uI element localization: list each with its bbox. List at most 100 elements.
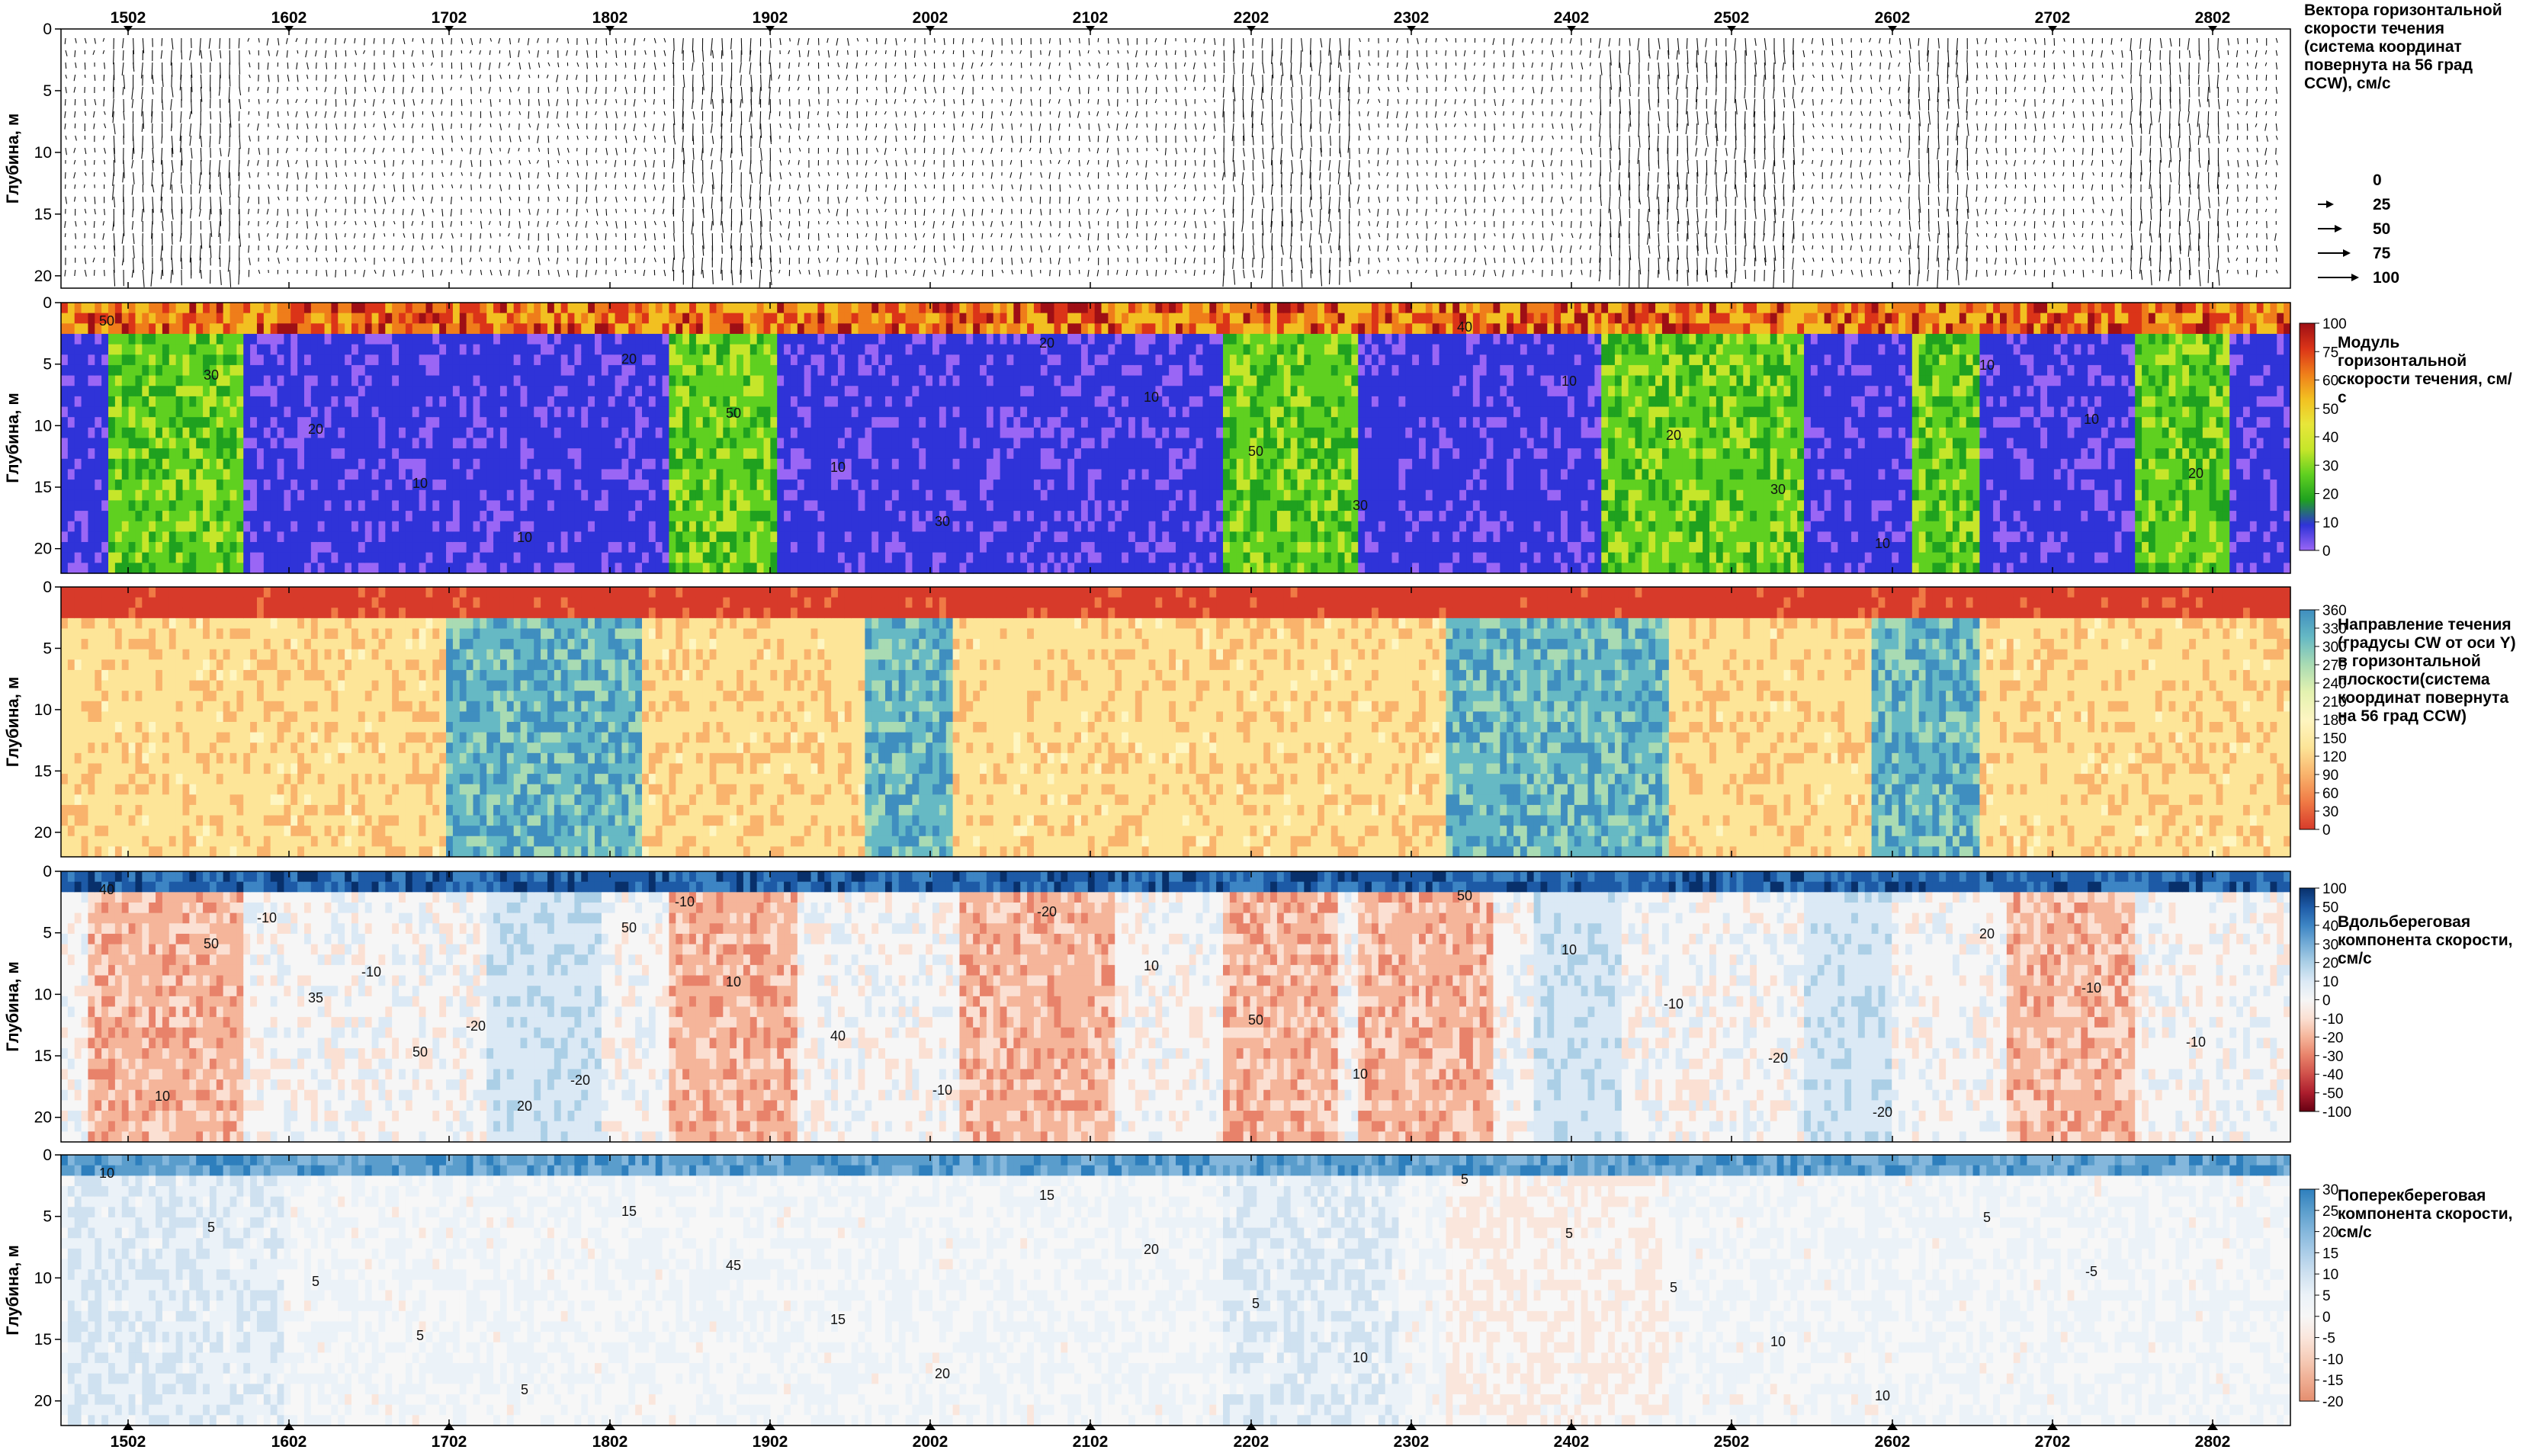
speed-cell — [149, 417, 156, 428]
vector-arrow — [1165, 38, 1166, 45]
vector-arrow — [1890, 233, 1892, 236]
vector-arrow — [1880, 221, 1882, 226]
vector-arrow — [1966, 184, 1967, 197]
vector-arrow — [1012, 258, 1013, 265]
speed-cell — [135, 490, 142, 501]
vector-arrow — [103, 38, 104, 42]
vector-arrow — [75, 38, 77, 43]
vector-arrow — [1599, 270, 1600, 281]
vector-arrow — [1889, 38, 1890, 44]
vector-arrow — [674, 233, 675, 242]
vector-arrow — [258, 111, 259, 116]
vector-arrow — [1494, 160, 1495, 163]
vector-arrow — [683, 209, 684, 222]
speed-cell — [101, 511, 108, 521]
vector-arrow — [1242, 172, 1244, 185]
vector-arrow — [1821, 160, 1822, 167]
vector-arrow — [1967, 111, 1968, 120]
vector-arrow — [798, 160, 799, 165]
vector-arrow — [2159, 160, 2160, 174]
vector-arrow — [1146, 75, 1147, 81]
vector-arrow — [1397, 38, 1398, 43]
vector-arrow — [1387, 148, 1388, 155]
vector-arrow — [1137, 160, 1138, 165]
vector-arrow — [1040, 63, 1041, 66]
vector-arrow — [886, 172, 887, 179]
vector-arrow — [1880, 50, 1882, 56]
vector-arrow — [838, 160, 839, 165]
vector-arrow — [2150, 75, 2151, 83]
vector-arrow — [509, 172, 511, 178]
vector-arrow — [944, 245, 945, 252]
vector-arrow — [2276, 123, 2277, 131]
vector-arrow — [394, 123, 396, 128]
vector-arrow — [2238, 87, 2239, 93]
vector-arrow — [1513, 245, 1514, 250]
vector-arrow — [1533, 111, 1534, 115]
vector-arrow — [2218, 270, 2219, 286]
vector-arrow — [432, 270, 433, 277]
vector-arrow — [2064, 258, 2065, 262]
vector-arrow — [548, 99, 549, 106]
vector-arrow — [1465, 184, 1466, 191]
vector-arrow — [1860, 221, 1861, 225]
vector-arrow — [915, 258, 916, 262]
vector-arrow — [1387, 172, 1388, 176]
speed-cell — [82, 376, 88, 386]
vector-arrow — [847, 123, 848, 128]
vector-arrow — [1475, 172, 1476, 180]
vector-arrow — [461, 136, 463, 140]
vector-arrow — [1725, 184, 1726, 197]
vector-arrow — [1398, 209, 1399, 216]
vector-arrow — [827, 258, 829, 261]
vector-arrow — [973, 50, 974, 54]
speed-cell — [101, 521, 108, 532]
vector-arrow — [1803, 245, 1805, 251]
vector-arrow — [490, 148, 492, 153]
vector-arrow — [587, 99, 589, 104]
vector-arrow — [567, 172, 568, 177]
vector-arrow — [374, 233, 375, 239]
vector-arrow — [740, 99, 742, 107]
vector-arrow — [972, 99, 973, 104]
vector-arrow — [1136, 50, 1138, 57]
vector-arrow — [2064, 63, 2065, 69]
vector-arrow — [857, 136, 858, 140]
vector-arrow — [1995, 233, 1997, 238]
vector-arrow — [1320, 160, 1321, 171]
vector-arrow — [1851, 38, 1852, 43]
vector-arrow — [480, 184, 481, 188]
vector-arrow — [1493, 172, 1494, 178]
speed-cell — [95, 386, 101, 396]
vector-arrow — [1832, 258, 1834, 262]
vector-arrow — [2168, 270, 2170, 281]
vector-arrow — [1388, 270, 1390, 274]
vector-arrow — [1581, 63, 1583, 69]
vector-arrow — [2063, 148, 2064, 152]
vector-arrow — [132, 160, 133, 168]
vector-arrow — [431, 197, 432, 204]
vector-arrow — [935, 87, 936, 93]
speed-cell — [88, 469, 95, 479]
vector-arrow — [1484, 160, 1485, 163]
vector-arrow — [558, 184, 559, 189]
vector-arrow — [1755, 63, 1757, 77]
vector-arrow — [1995, 184, 1996, 188]
speed-cell — [149, 303, 156, 313]
speed-cell — [142, 386, 149, 396]
vector-arrow — [364, 184, 365, 189]
vector-arrow — [278, 184, 279, 190]
vector-arrow — [1803, 258, 1805, 262]
vector-arrow — [258, 160, 259, 165]
speed-cell — [142, 354, 149, 365]
vector-arrow — [490, 209, 491, 213]
vector-arrow — [2266, 75, 2267, 81]
vector-arrow — [644, 87, 645, 95]
vector-arrow — [1850, 75, 1851, 82]
vector-arrow — [2209, 99, 2210, 107]
vector-arrow — [1108, 123, 1109, 128]
vector-arrow — [267, 38, 268, 46]
vector-arrow — [1464, 99, 1465, 104]
vector-arrow — [876, 172, 877, 176]
vector-arrow — [1359, 111, 1360, 117]
